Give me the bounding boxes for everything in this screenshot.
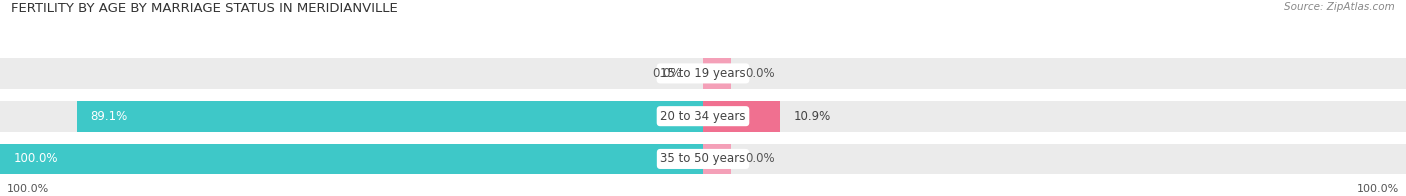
Text: 10.9%: 10.9% <box>793 110 831 123</box>
Bar <box>0 143 703 174</box>
Bar <box>703 58 731 89</box>
Bar <box>0 101 703 132</box>
Text: 0.0%: 0.0% <box>745 152 775 165</box>
Bar <box>703 58 1406 89</box>
Text: 15 to 19 years: 15 to 19 years <box>661 67 745 80</box>
Bar <box>0 58 703 89</box>
Text: 100.0%: 100.0% <box>14 152 59 165</box>
Text: FERTILITY BY AGE BY MARRIAGE STATUS IN MERIDIANVILLE: FERTILITY BY AGE BY MARRIAGE STATUS IN M… <box>11 2 398 15</box>
Text: 20 to 34 years: 20 to 34 years <box>661 110 745 123</box>
Bar <box>703 101 1406 132</box>
Text: 100.0%: 100.0% <box>7 184 49 194</box>
Text: 89.1%: 89.1% <box>91 110 128 123</box>
Text: Source: ZipAtlas.com: Source: ZipAtlas.com <box>1284 2 1395 12</box>
Text: 0.0%: 0.0% <box>745 67 775 80</box>
Bar <box>703 101 779 132</box>
Bar <box>77 101 703 132</box>
Bar <box>703 143 731 174</box>
Text: 0.0%: 0.0% <box>652 67 682 80</box>
Text: 100.0%: 100.0% <box>1357 184 1399 194</box>
Text: 35 to 50 years: 35 to 50 years <box>661 152 745 165</box>
Bar <box>703 143 1406 174</box>
Bar <box>0 143 703 174</box>
